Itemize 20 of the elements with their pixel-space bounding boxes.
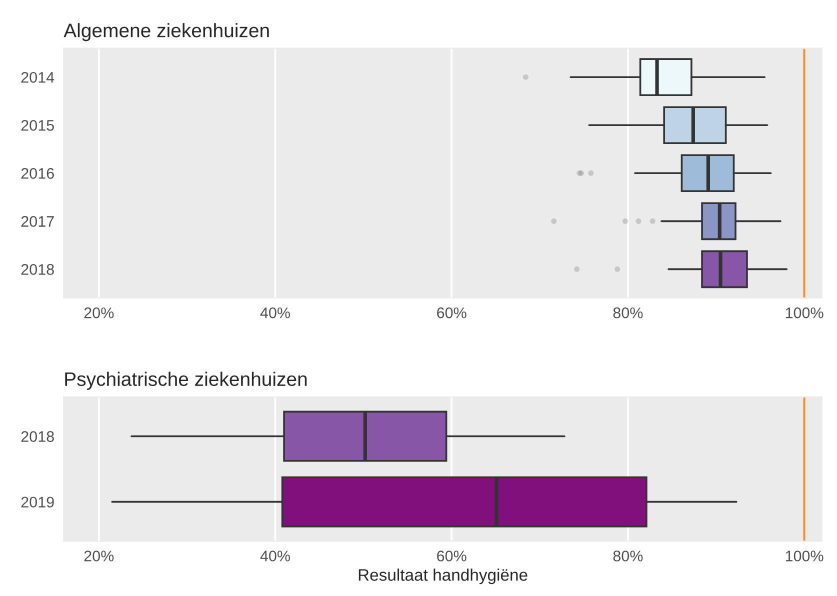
y-tick-label: 2015 — [21, 120, 54, 131]
x-tick-label: 60% — [437, 307, 466, 318]
x-tick-label: 100% — [786, 550, 824, 562]
y-tick-label: 2016 — [21, 168, 54, 179]
y-tick-label: 2014 — [21, 72, 54, 83]
x-axis-title: Resultaat handhygiëne — [358, 568, 528, 584]
x-tick-label: 40% — [260, 550, 290, 562]
x-tick-label: 100% — [786, 307, 824, 318]
x-tick-label: 20% — [84, 550, 114, 562]
y-tick-label: 2017 — [21, 216, 54, 227]
chart-title: Psychiatrische ziekenhuizen — [65, 372, 307, 390]
y-tick-label: 2018 — [21, 431, 54, 442]
y-tick-label: 2018 — [21, 264, 54, 275]
x-tick-label: 20% — [84, 307, 114, 318]
x-tick-label: 80% — [613, 550, 643, 562]
y-tick-label: 2019 — [21, 496, 54, 508]
x-tick-label: 40% — [260, 307, 290, 318]
x-tick-label: 80% — [613, 307, 643, 318]
x-tick-label: 60% — [437, 550, 466, 562]
chart-title: Algemene ziekenhuizen — [64, 23, 269, 42]
